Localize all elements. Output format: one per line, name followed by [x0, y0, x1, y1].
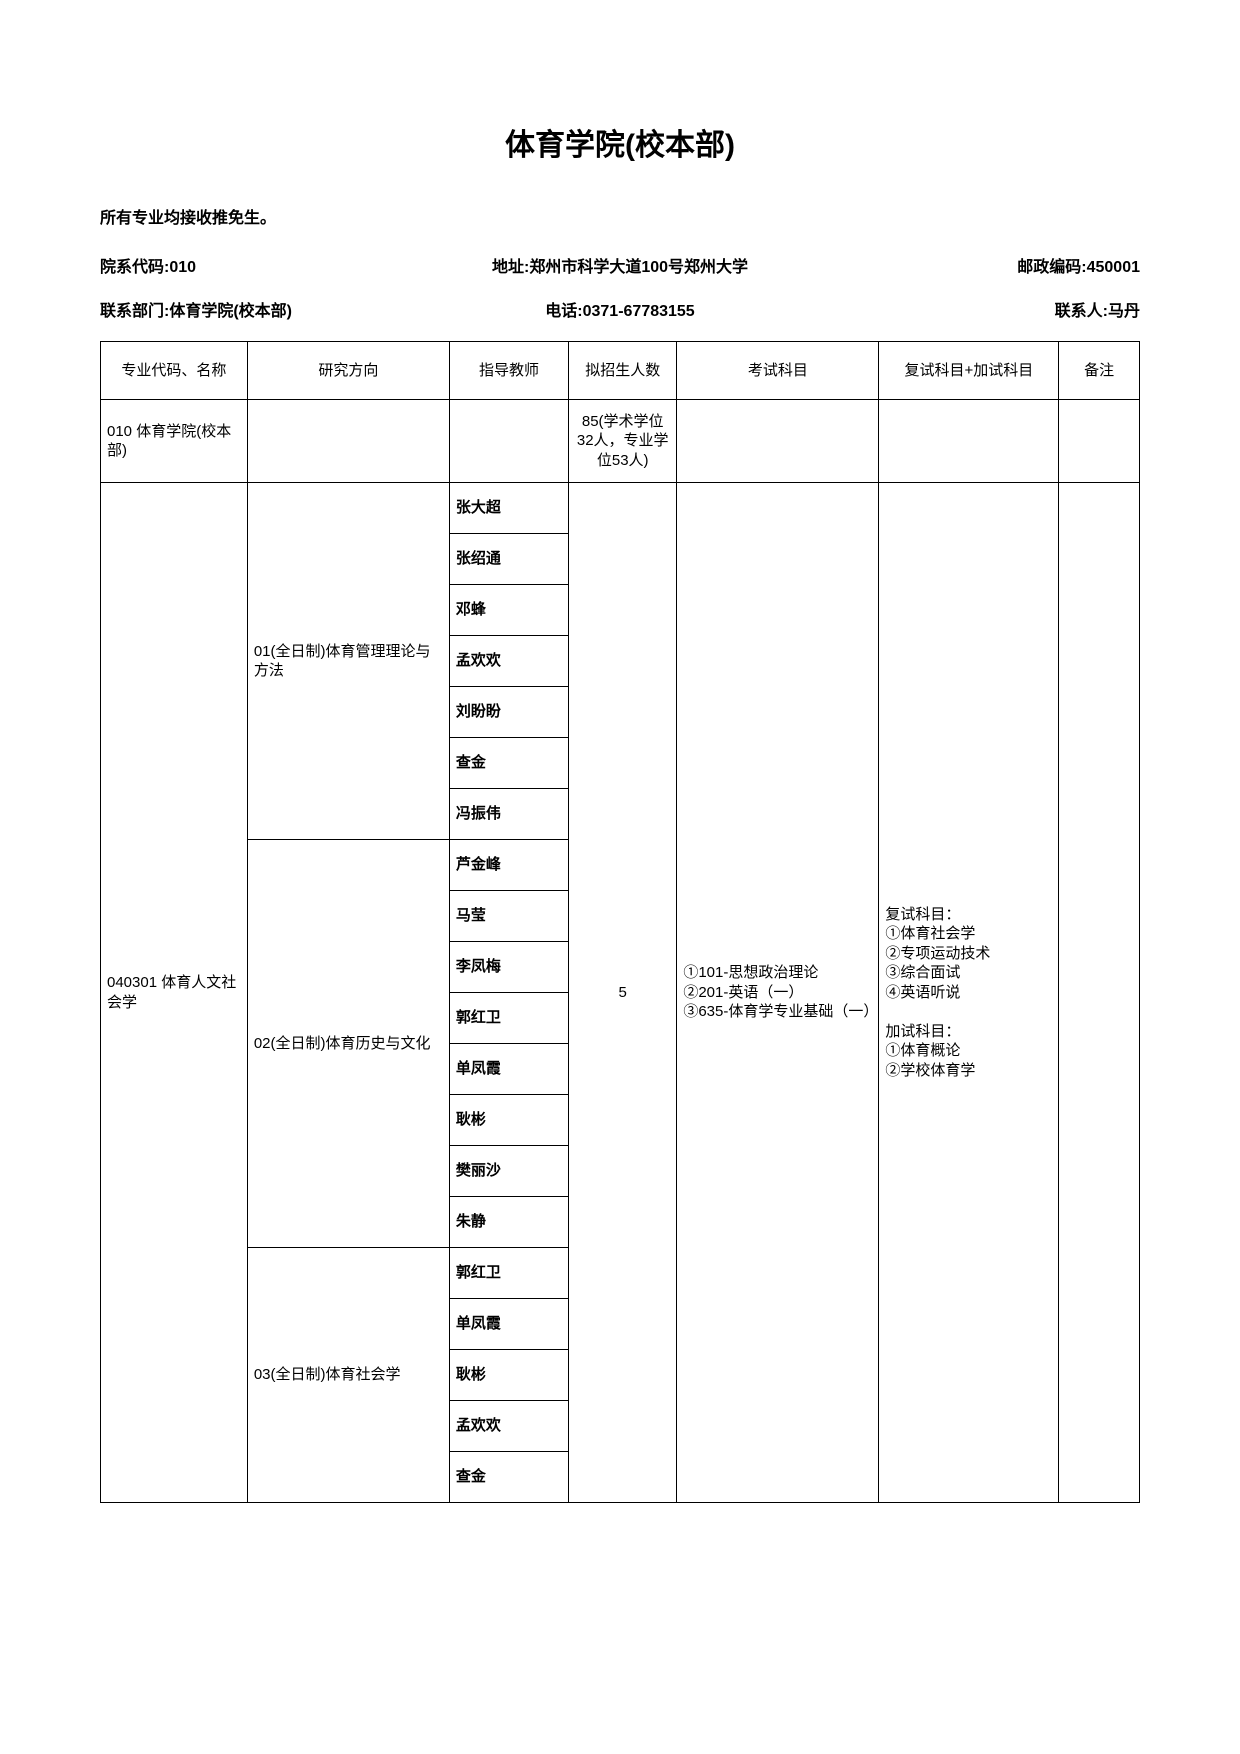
- dept-code-cell: 010 体育学院(校本部): [101, 400, 248, 483]
- teacher-cell: 张绍通: [449, 534, 568, 585]
- teacher-cell: 朱静: [449, 1197, 568, 1248]
- teacher-cell: 孟欢欢: [449, 636, 568, 687]
- postal-code: 邮政编码:450001: [815, 253, 1140, 277]
- teacher-cell: 单凤霞: [449, 1299, 568, 1350]
- address: 地址:郑州市科学大道100号郑州大学: [425, 253, 815, 277]
- empty-dir: [247, 400, 449, 483]
- major-enroll: 5: [569, 483, 677, 1503]
- main-table: 专业代码、名称 研究方向 指导教师 拟招生人数 考试科目 复试科目+加试科目 备…: [100, 341, 1140, 1503]
- empty-teacher: [449, 400, 568, 483]
- page-title: 体育学院(校本部): [100, 120, 1140, 164]
- empty-note: [1059, 400, 1140, 483]
- header-code: 专业代码、名称: [101, 342, 248, 400]
- contact-dept: 联系部门:体育学院(校本部): [100, 297, 425, 321]
- teacher-cell: 耿彬: [449, 1095, 568, 1146]
- teacher-cell: 张大超: [449, 483, 568, 534]
- header-teacher: 指导教师: [449, 342, 568, 400]
- teacher-cell: 樊丽沙: [449, 1146, 568, 1197]
- dept-enroll: 85(学术学位32人，专业学位53人): [569, 400, 677, 483]
- info-row-1: 院系代码:010 地址:郑州市科学大道100号郑州大学 邮政编码:450001: [100, 253, 1140, 277]
- teacher-cell: 刘盼盼: [449, 687, 568, 738]
- direction-01: 01(全日制)体育管理理论与方法: [247, 483, 449, 840]
- header-exam: 考试科目: [677, 342, 879, 400]
- retest-content: 复试科目： ①体育社会学 ②专项运动技术 ③综合面试 ④英语听说 加试科目： ①…: [879, 483, 1059, 1503]
- teacher-cell: 郭红卫: [449, 1248, 568, 1299]
- teacher-cell: 李凤梅: [449, 942, 568, 993]
- major-code-cell: 040301 体育人文社会学: [101, 483, 248, 1503]
- direction-02: 02(全日制)体育历史与文化: [247, 840, 449, 1248]
- info-row-2: 联系部门:体育学院(校本部) 电话:0371-67783155 联系人:马丹: [100, 297, 1140, 321]
- teacher-cell: 查金: [449, 738, 568, 789]
- header-enroll: 拟招生人数: [569, 342, 677, 400]
- teacher-cell: 芦金峰: [449, 840, 568, 891]
- empty-exam: [677, 400, 879, 483]
- header-note: 备注: [1059, 342, 1140, 400]
- intro-text: 所有专业均接收推免生。: [100, 204, 1140, 228]
- teacher-cell: 邓蜂: [449, 585, 568, 636]
- teacher-cell: 孟欢欢: [449, 1401, 568, 1452]
- dept-code: 院系代码:010: [100, 253, 425, 277]
- direction-03: 03(全日制)体育社会学: [247, 1248, 449, 1503]
- exam-content: ①101-思想政治理论 ②201-英语（一） ③635-体育学专业基础（一）: [677, 483, 879, 1503]
- contact-person: 联系人:马丹: [815, 297, 1140, 321]
- teacher-cell: 查金: [449, 1452, 568, 1503]
- header-dir: 研究方向: [247, 342, 449, 400]
- teacher-cell: 冯振伟: [449, 789, 568, 840]
- teacher-cell: 单凤霞: [449, 1044, 568, 1095]
- note-cell: [1059, 483, 1140, 1503]
- teacher-cell: 马莹: [449, 891, 568, 942]
- teacher-cell: 郭红卫: [449, 993, 568, 1044]
- teacher-cell: 耿彬: [449, 1350, 568, 1401]
- phone: 电话:0371-67783155: [425, 297, 815, 321]
- header-retest: 复试科目+加试科目: [879, 342, 1059, 400]
- empty-retest: [879, 400, 1059, 483]
